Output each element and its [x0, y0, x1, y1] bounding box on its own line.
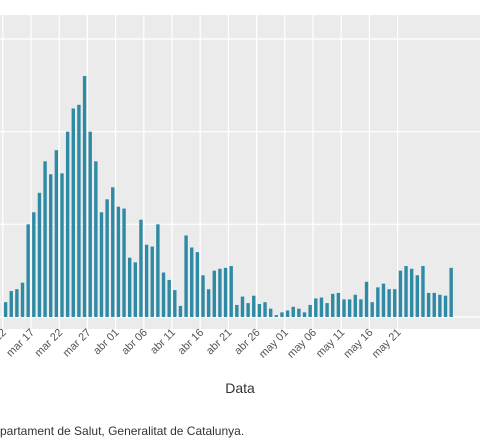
bar — [26, 224, 30, 317]
bar — [235, 304, 239, 317]
bar — [246, 303, 250, 317]
bar — [285, 310, 290, 317]
bar — [364, 281, 369, 317]
bar — [99, 212, 104, 317]
bar — [280, 312, 284, 317]
bar — [43, 161, 47, 317]
bar — [71, 108, 75, 317]
x-tick-label: may 16 — [342, 327, 376, 361]
bar — [257, 304, 262, 317]
bar — [190, 247, 194, 317]
bar — [353, 294, 357, 317]
bar — [60, 173, 64, 317]
bar — [116, 206, 121, 317]
bar — [376, 287, 380, 317]
bar — [201, 275, 205, 317]
bar — [229, 266, 233, 317]
bar — [359, 299, 363, 317]
bar — [139, 219, 143, 317]
bar — [218, 268, 222, 317]
bar — [65, 131, 70, 317]
bar — [32, 212, 36, 317]
x-axis-title: Data — [225, 380, 255, 396]
x-tick-label: mar 27 — [61, 327, 94, 360]
bar — [133, 262, 138, 317]
bar — [404, 266, 408, 317]
bar — [195, 252, 200, 317]
bar — [393, 289, 397, 317]
bar — [49, 174, 53, 317]
x-tick-label: mar 17 — [4, 327, 37, 360]
x-tick-label: may 21 — [370, 327, 404, 361]
bar — [443, 295, 448, 317]
bar — [206, 289, 211, 317]
bar — [302, 312, 307, 317]
bar — [319, 297, 324, 317]
bar — [263, 302, 267, 317]
bar — [387, 289, 391, 317]
bar — [150, 246, 154, 317]
bar — [347, 299, 352, 317]
bar — [15, 289, 19, 317]
bar — [291, 306, 295, 317]
bar — [409, 268, 414, 317]
x-tick-label: mar 22 — [33, 327, 66, 360]
bar — [94, 161, 98, 317]
x-tick-label: abr 16 — [176, 327, 207, 358]
x-tick-label: may 01 — [257, 327, 291, 361]
x-tick-label: abr 21 — [204, 327, 235, 358]
bar — [127, 257, 132, 317]
bar — [173, 290, 177, 317]
bar — [223, 267, 228, 317]
bar — [398, 270, 403, 317]
bar — [432, 292, 436, 317]
bar — [308, 304, 312, 317]
source-note: partament de Salut, Generalitat de Catal… — [0, 424, 245, 438]
bar — [54, 150, 59, 317]
bar — [240, 296, 245, 317]
bar — [82, 76, 87, 317]
bar — [426, 292, 431, 317]
bar — [325, 303, 329, 317]
bar — [20, 282, 25, 317]
bar — [88, 131, 92, 317]
bar — [252, 295, 256, 317]
bar — [161, 272, 166, 317]
bar — [421, 266, 425, 317]
bar — [336, 292, 341, 317]
bar — [331, 293, 335, 317]
bar — [122, 208, 126, 317]
bar — [415, 275, 420, 317]
bar — [178, 305, 183, 317]
bar — [3, 302, 8, 317]
bar — [314, 298, 318, 317]
x-tick-label: abr 01 — [91, 327, 122, 358]
bar — [268, 308, 273, 317]
bar — [167, 279, 171, 317]
bar — [438, 294, 442, 317]
bar — [297, 308, 301, 317]
bar — [274, 315, 279, 317]
x-tick-label: may 11 — [314, 327, 347, 360]
x-tick-label: abr 11 — [148, 327, 178, 357]
bar — [370, 302, 374, 317]
bar — [156, 224, 160, 317]
bar — [342, 299, 346, 317]
x-tick-label: abr 06 — [119, 327, 150, 358]
bar — [37, 192, 42, 317]
bar — [105, 199, 109, 317]
bars — [3, 76, 453, 317]
bar — [111, 187, 115, 317]
bar — [449, 267, 453, 317]
bar — [9, 291, 13, 317]
x-tick-label: may 06 — [285, 327, 319, 361]
bar — [77, 104, 81, 317]
bar — [381, 283, 386, 317]
bar — [184, 235, 188, 317]
bar — [212, 270, 216, 317]
bar — [144, 244, 149, 317]
